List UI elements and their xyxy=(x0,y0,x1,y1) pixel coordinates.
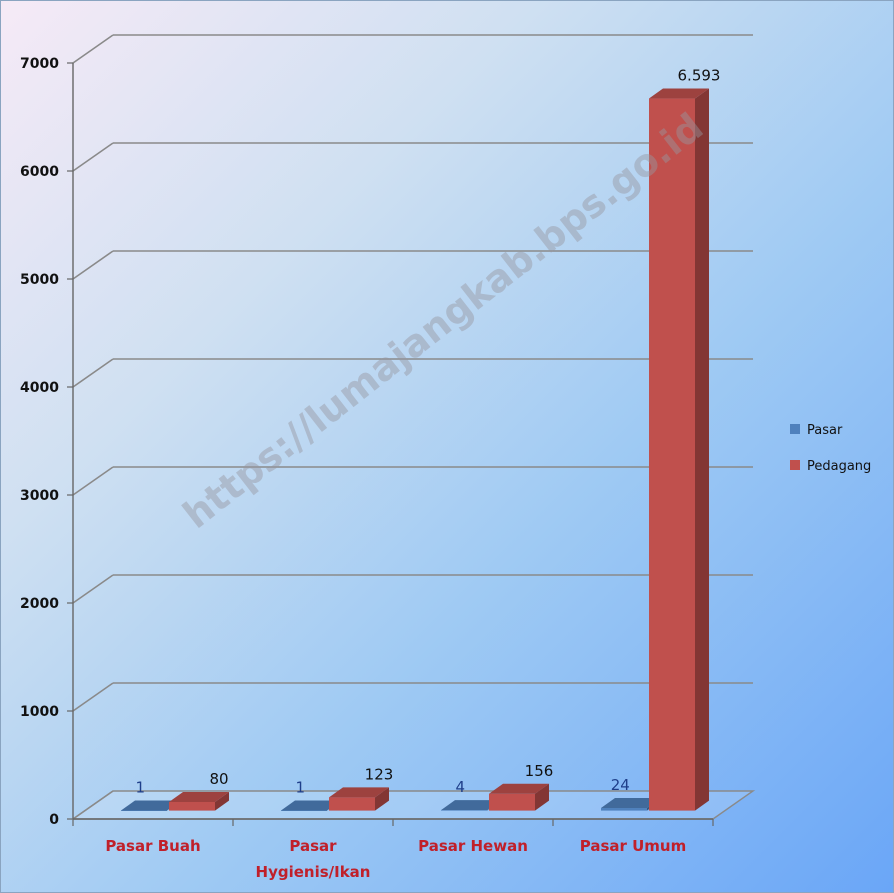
bar-pedagang-front xyxy=(329,797,375,811)
legend-swatch xyxy=(790,460,800,470)
wall-gridline xyxy=(72,34,114,64)
legend-label: Pedagang xyxy=(807,459,871,474)
category-label: Pasar Buah xyxy=(105,837,200,855)
bar-pasar-front xyxy=(121,810,167,811)
wall-gridline xyxy=(72,250,114,280)
wall-gridline xyxy=(72,142,114,172)
bar-pasar-top xyxy=(441,800,501,811)
bar-pedagang-front xyxy=(489,793,535,811)
data-label: 1 xyxy=(296,778,306,796)
bar-pasar-front xyxy=(441,810,487,811)
bar-pasar-top xyxy=(121,800,181,811)
wall-gridline xyxy=(72,574,114,604)
bar-pedagang-front xyxy=(169,801,215,811)
legend-label: Pasar xyxy=(807,423,843,438)
bar-pedagang-side xyxy=(535,783,549,811)
category-label: Pasar Umum xyxy=(580,837,687,855)
category-label: Pasar Hewan xyxy=(418,837,528,855)
y-tick-label: 6000 xyxy=(20,164,59,180)
bar-pasar-top xyxy=(601,798,661,809)
wall-gridline xyxy=(72,466,114,496)
wall-gridline xyxy=(72,682,114,712)
bar-pasar-front xyxy=(601,808,647,811)
legend-swatch xyxy=(790,424,800,434)
data-label: 123 xyxy=(365,765,394,783)
category-label: Pasar xyxy=(289,837,337,855)
data-label: 1 xyxy=(136,778,146,796)
wall-gridline xyxy=(72,358,114,388)
y-tick-label: 2000 xyxy=(20,596,59,612)
y-tick-label: 1000 xyxy=(20,704,59,720)
y-tick-label: 7000 xyxy=(20,56,59,72)
bar-pedagang-side xyxy=(215,791,229,811)
bar-pedagang-top xyxy=(329,787,389,798)
data-label: 156 xyxy=(525,762,554,780)
bar-pedagang-side xyxy=(375,787,389,811)
y-tick-label: 0 xyxy=(49,812,59,828)
bar-pedagang-top xyxy=(649,88,709,99)
data-label: 4 xyxy=(456,778,466,796)
y-tick-label: 3000 xyxy=(20,488,59,504)
y-tick-label: 5000 xyxy=(20,272,59,288)
bar-pedagang-top xyxy=(489,783,549,794)
data-label: 24 xyxy=(611,776,630,794)
bar-pedagang-top xyxy=(169,791,229,802)
bar-pasar-front xyxy=(281,810,327,811)
category-label: Hygienis/Ikan xyxy=(256,863,371,881)
bar-pedagang-side xyxy=(695,88,709,811)
bar-pedagang-front xyxy=(649,98,695,811)
data-label: 80 xyxy=(209,770,228,788)
y-tick-label: 4000 xyxy=(20,380,59,396)
watermark: https://lumajangkab.bps.go.id xyxy=(175,104,711,537)
bar-pasar-top xyxy=(281,800,341,811)
data-label: 6.593 xyxy=(678,67,721,85)
